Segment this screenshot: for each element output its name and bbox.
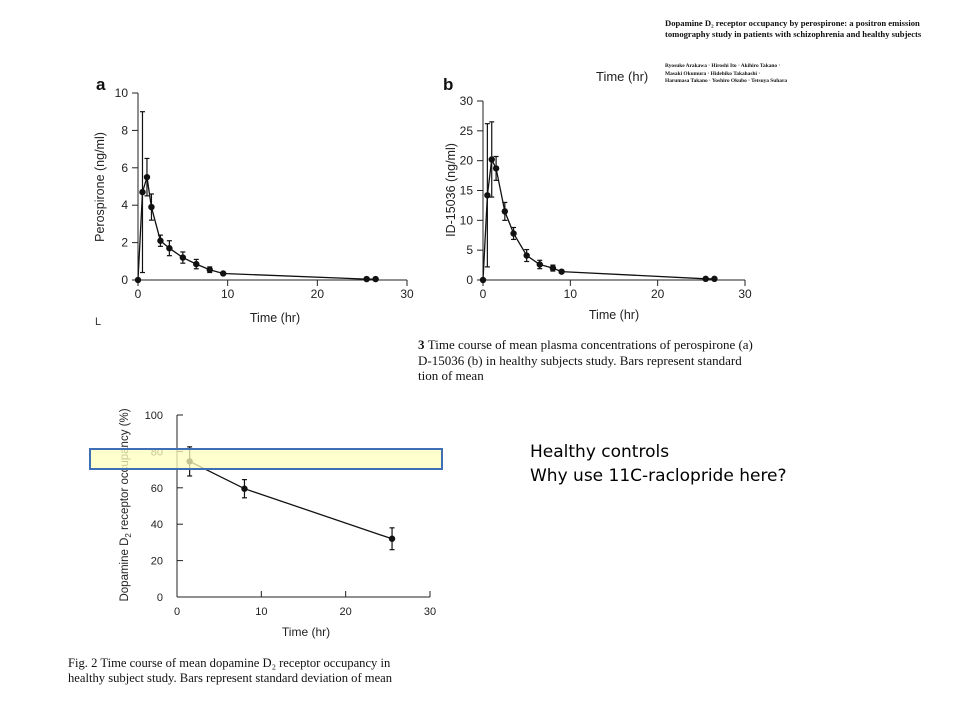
chart-d2-occupancy: 0102030020406080100Time (hr)Dopamine D2 … xyxy=(119,408,436,639)
x-tick-label: 0 xyxy=(135,287,142,301)
y-tick-label: 5 xyxy=(466,243,473,257)
y-tick-label: 30 xyxy=(460,94,474,108)
x-axis-label: Time (hr) xyxy=(250,311,300,325)
series-line xyxy=(482,157,715,281)
notes-line-1: Healthy controls xyxy=(530,442,670,462)
x-tick-label: 20 xyxy=(311,287,325,301)
data-point xyxy=(388,535,396,542)
y-tick-label: 0 xyxy=(121,273,128,287)
x-tick-label: 10 xyxy=(564,287,578,301)
x-tick-label: 20 xyxy=(651,287,665,301)
x-tick-label: 0 xyxy=(480,287,487,301)
x-tick-label: 30 xyxy=(738,287,752,301)
data-point xyxy=(139,188,146,196)
x-axis-label: Time (hr) xyxy=(589,308,639,322)
x-tick-label: 10 xyxy=(221,287,235,301)
data-point xyxy=(510,230,517,237)
data-point xyxy=(523,252,530,259)
x-tick-label: 20 xyxy=(340,606,352,618)
paper-authors: Ryosuke Arakawa · Hiroshi Ito · Akihiro … xyxy=(665,63,945,86)
y-tick-label: 8 xyxy=(121,123,128,137)
notes-line-2: Why use 11C-raclopride here? xyxy=(530,466,787,486)
data-point xyxy=(166,245,173,252)
x-tick-label: 30 xyxy=(424,606,436,618)
fig2-caption-line-1: Fig. 2 Time course of mean dopamine D₂ r… xyxy=(68,656,391,670)
authors-line-2: Masaki Okumura · Hidehiko Takahashi · xyxy=(665,70,761,77)
y-tick-label: 60 xyxy=(151,483,163,495)
data-point xyxy=(711,275,718,283)
x-tick-label: 30 xyxy=(400,287,414,301)
data-point xyxy=(492,165,500,172)
y-axis-label: Dopamine D2 receptor occupancy (%) xyxy=(119,408,133,601)
y-tick-label: 15 xyxy=(460,184,474,198)
data-point xyxy=(179,254,187,261)
chart-b-group: 0 10 20 30 0 5 10 15 20 25 30 b Time (hr) Time (hr) ID… xyxy=(443,69,752,322)
data-point xyxy=(702,275,709,283)
data-point xyxy=(241,485,248,492)
data-point xyxy=(536,261,543,268)
data-point xyxy=(501,208,509,215)
y-tick-label: 6 xyxy=(121,161,128,175)
chart-perospirone-concentration: 0 10 20 30 0 2 4 6 8 10 a Time (hr) Perospirone (ng/… xyxy=(93,75,414,325)
data-point xyxy=(143,173,151,181)
y-axis-label: ID-15036 (ng/ml) xyxy=(444,143,458,237)
data-point xyxy=(134,276,142,284)
highlight-box xyxy=(89,448,443,470)
fig1-caption: 3 Time course of mean plasma concentrati… xyxy=(418,337,838,384)
data-point xyxy=(479,276,487,284)
data-point xyxy=(372,275,379,283)
y-tick-label: 25 xyxy=(460,124,474,138)
y-tick-label: 20 xyxy=(151,556,163,568)
y-axis-label: Perospirone (ng/ml) xyxy=(93,132,107,242)
y-tick-label: 20 xyxy=(460,154,474,168)
x-axis-label: Time (hr) xyxy=(282,625,330,639)
y-tick-label: 10 xyxy=(115,86,129,100)
top-axis-label: Time (hr) xyxy=(596,69,648,84)
paper-title: Dopamine D₂ receptor occupancy by perosp… xyxy=(665,18,922,39)
series-line xyxy=(189,460,393,540)
data-point xyxy=(148,203,155,211)
authors-line-1: Ryosuke Arakawa · Hiroshi Ito · Akihiro … xyxy=(665,63,781,69)
data-point xyxy=(206,266,213,273)
x-tick-label: 0 xyxy=(174,606,180,618)
panel-label: b xyxy=(443,75,453,94)
y-tick-label: 40 xyxy=(151,519,163,531)
y-tick-label: 0 xyxy=(466,273,473,287)
chart-c-group: 0102030020406080100Time (hr)Dopamine D2 … xyxy=(119,408,436,639)
panel-label: a xyxy=(96,75,106,94)
fig2-caption: Fig. 2 Time course of mean dopamine D₂ r… xyxy=(68,656,508,686)
data-point xyxy=(157,237,164,244)
data-point xyxy=(488,156,495,163)
y-tick-label: 4 xyxy=(121,198,128,212)
fig2-caption-line-2: healthy subject study. Bars represent st… xyxy=(68,671,393,685)
data-point xyxy=(219,270,227,277)
fig1-caption-line-2: D-15036 (b) in healthy subjects study. B… xyxy=(418,352,742,368)
slide-notes: Healthy controls Why use 11C-raclopride … xyxy=(530,440,787,488)
data-point xyxy=(558,268,565,275)
data-point xyxy=(484,192,491,199)
chart-a-group: 0 10 20 30 0 2 4 6 8 10 a Time (hr) Perospirone (ng/… xyxy=(93,75,414,325)
x-tick-label: 10 xyxy=(255,606,267,618)
data-point xyxy=(363,275,370,283)
y-tick-label: 100 xyxy=(145,410,163,422)
data-point xyxy=(193,260,200,268)
authors-line-3: Harumasa Takano · Yoshiro Okubo · Tetsuy… xyxy=(665,78,788,84)
fig1-caption-line-1: 3 Time course of mean plasma concentrati… xyxy=(418,337,753,352)
fig1-caption-line-3: tion of mean xyxy=(418,368,484,383)
stray-mark: L xyxy=(95,316,102,328)
y-tick-label: 2 xyxy=(121,236,128,250)
y-tick-label: 0 xyxy=(157,592,163,604)
data-point xyxy=(549,264,557,272)
y-tick-label: 10 xyxy=(460,213,474,227)
chart-id15036-concentration: 0 10 20 30 0 5 10 15 20 25 30 b Time (hr) Time (hr) ID… xyxy=(443,69,752,322)
